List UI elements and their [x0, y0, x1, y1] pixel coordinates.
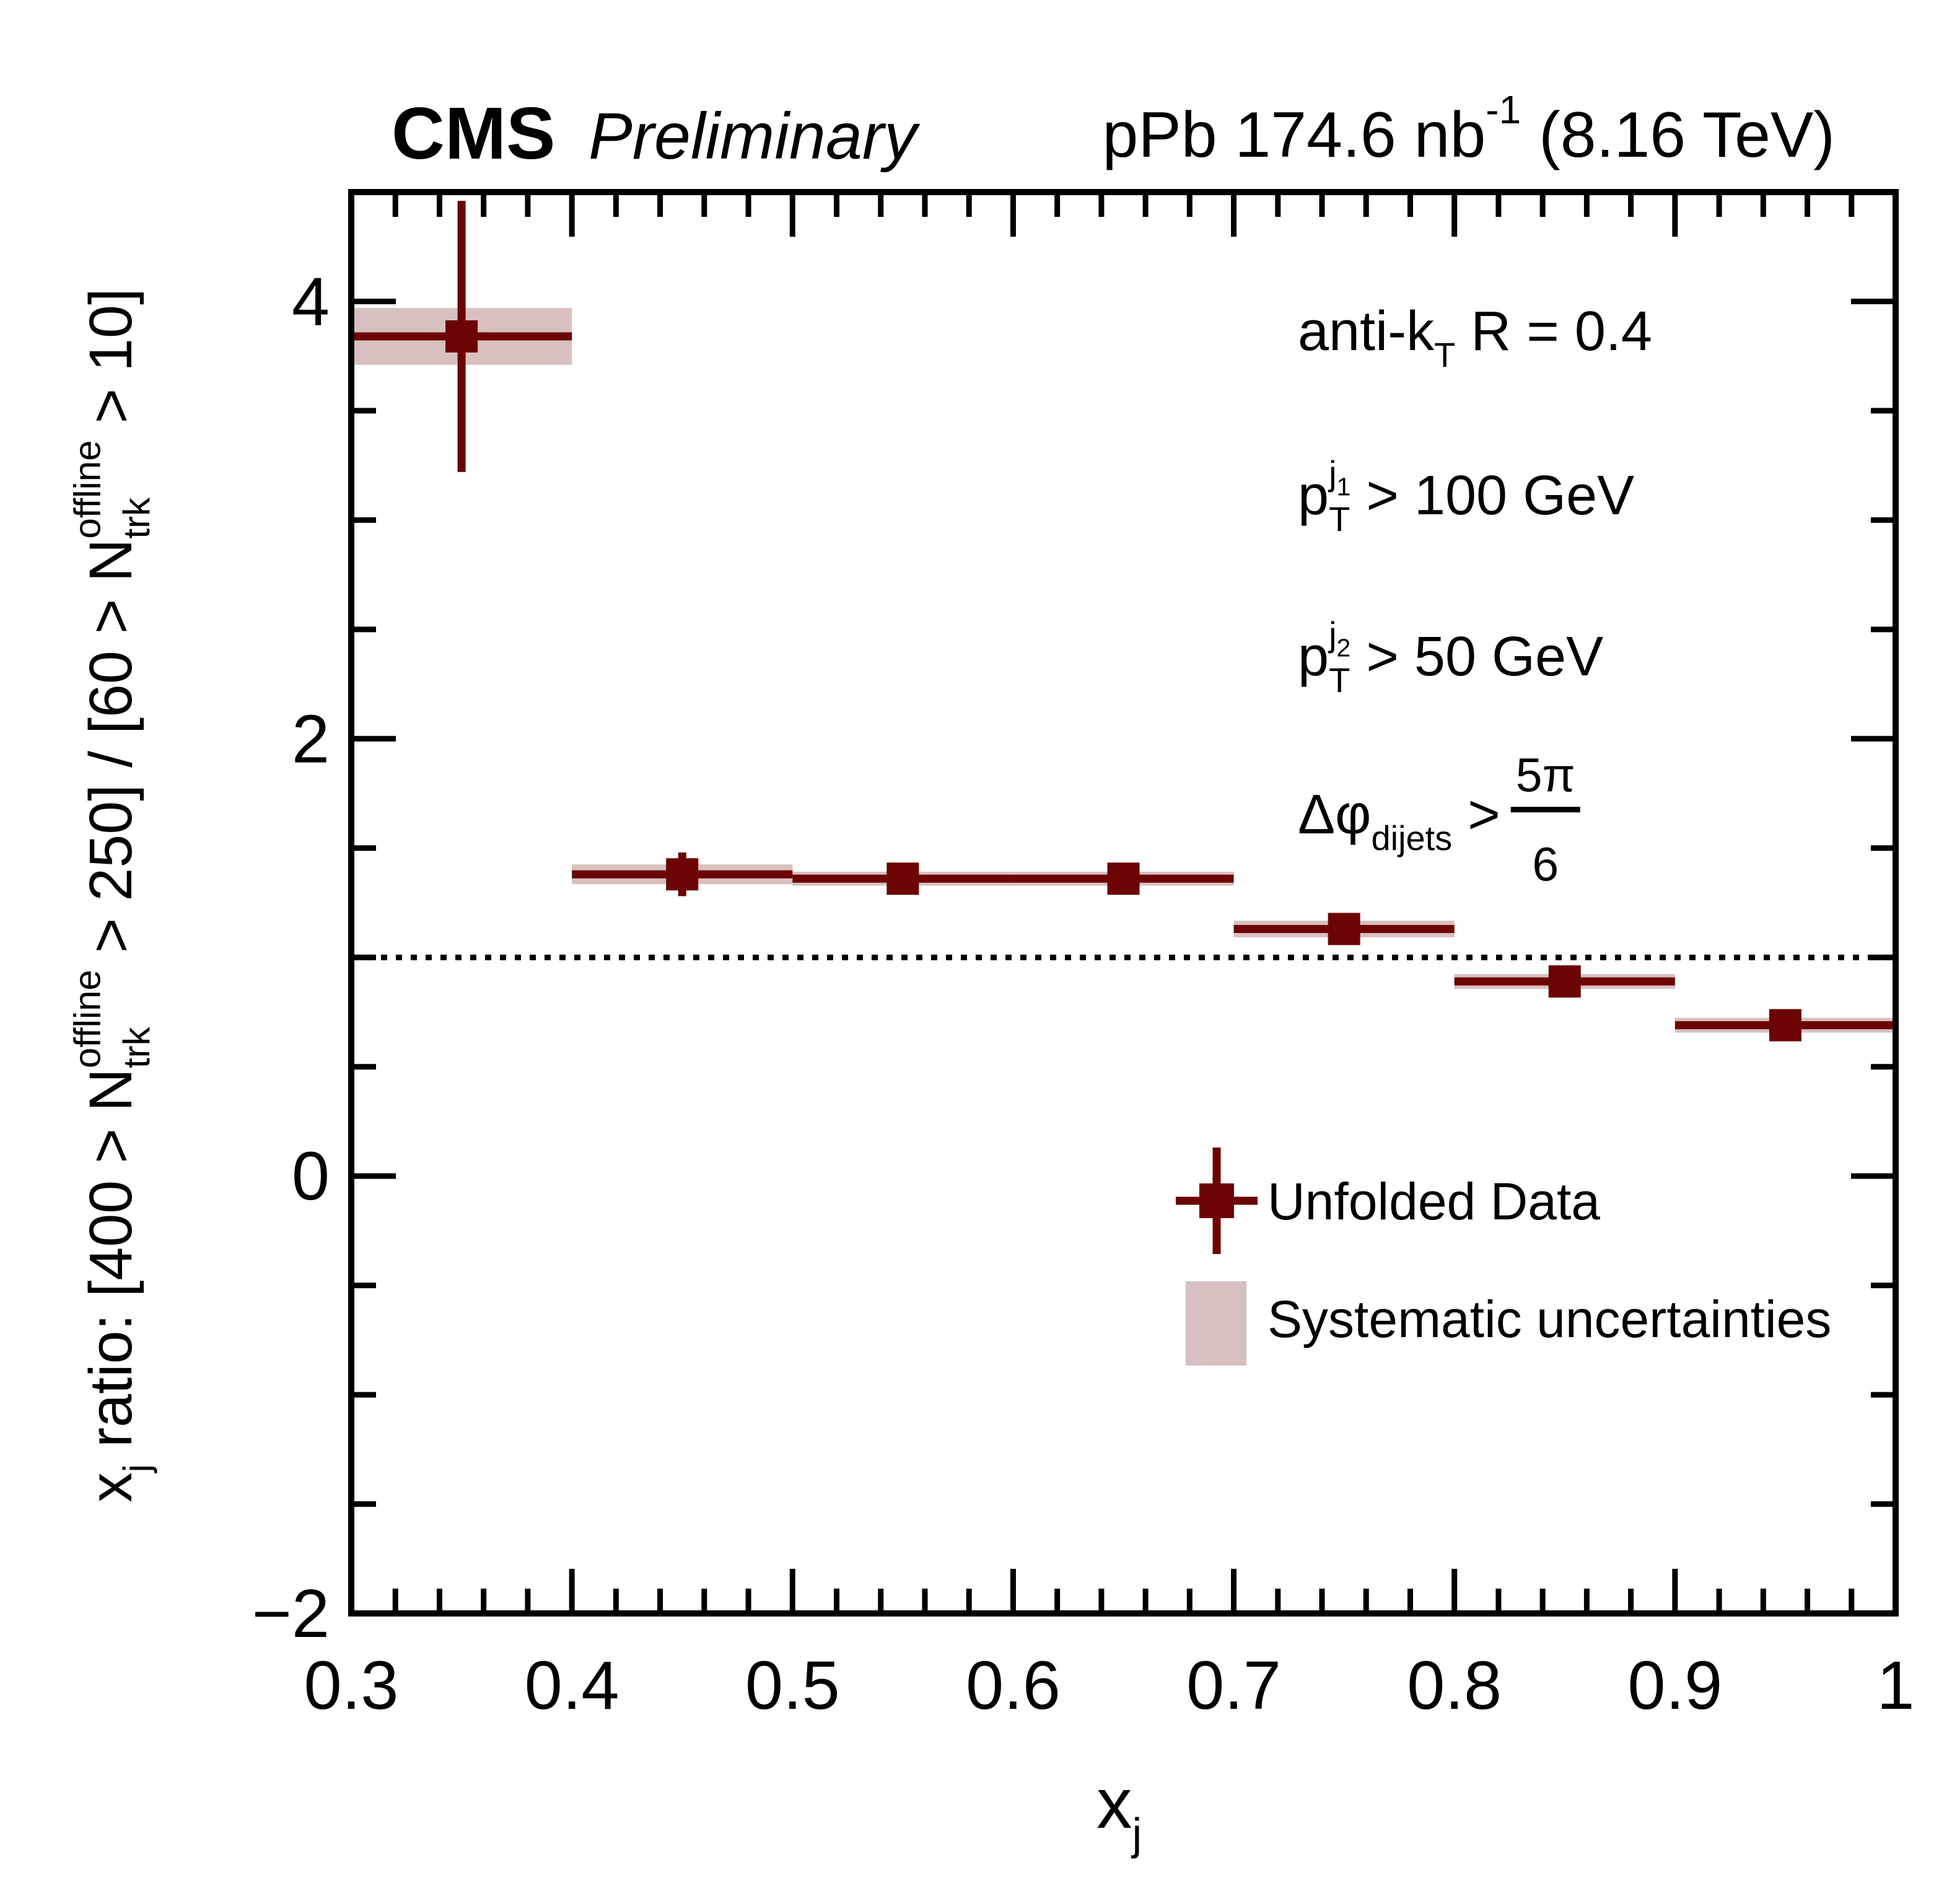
- legend-label-systematic: Systematic uncertainties: [1267, 1290, 1831, 1348]
- data-point-marker: [886, 862, 919, 895]
- fraction-bar: [1510, 807, 1580, 813]
- x-tick-labels: 0.3 0.4 0.5 0.6 0.7 0.8 0.9 1: [304, 1647, 1915, 1724]
- legend: Unfolded Data Systematic uncertainties: [1176, 1147, 1831, 1366]
- selection-annotations: anti-kT R = 0.4 pj1 T > 100 GeV pj2 T > 50 G…: [1298, 301, 1652, 892]
- data-point-markers: [445, 320, 1801, 1042]
- status-label: Preliminary: [589, 100, 921, 173]
- annotation-subleading-jet-pt: pj2 T > 50 GeV: [1298, 615, 1603, 700]
- y-tick-label: 2: [292, 701, 330, 777]
- x-tick-label: 0.3: [304, 1647, 399, 1724]
- annotation-dphi-cut: Δφdijets > 5π 6: [1298, 749, 1575, 892]
- annotation-jet-radius: anti-kT R = 0.4: [1298, 301, 1652, 374]
- data-point-marker: [1328, 913, 1360, 945]
- legend-label-unfolded-data: Unfolded Data: [1267, 1172, 1600, 1231]
- x-tick-label: 0.9: [1627, 1647, 1722, 1724]
- x-tick-label: 0.7: [1186, 1647, 1281, 1724]
- y-tick-label: 4: [292, 263, 330, 340]
- legend-marker-square: [1199, 1183, 1234, 1218]
- x-tick-label: 0.5: [745, 1647, 840, 1724]
- data-point-marker: [445, 320, 478, 353]
- annotation-leading-jet-pt: pj1 T > 100 GeV: [1298, 454, 1634, 538]
- axis-ticks: [348, 192, 1899, 1617]
- x-tick-label: 0.8: [1407, 1647, 1502, 1724]
- data-point-marker: [1548, 965, 1581, 998]
- legend-band-swatch: [1186, 1281, 1246, 1366]
- data-point-marker: [1107, 862, 1140, 895]
- x-tick-label: 0.6: [966, 1647, 1061, 1724]
- bin-width-bars: [351, 332, 1896, 1030]
- x-axis-title: xj: [1096, 1764, 1142, 1859]
- lumi-label: pPb 174.6 nb-1 (8.16 TeV): [1103, 87, 1835, 171]
- y-axis-title: xj ratio: [400 > Noffline trk > 250] / [6…: [67, 288, 158, 1503]
- x-tick-label: 0.4: [525, 1647, 619, 1724]
- experiment-label: CMS: [392, 92, 555, 175]
- data-point-marker: [1769, 1009, 1801, 1042]
- y-tick-labels: −2 0 2 4: [252, 263, 330, 1652]
- plot-frame: [348, 189, 1899, 1617]
- data-point-marker: [666, 858, 699, 891]
- y-tick-label: −2: [252, 1576, 330, 1652]
- x-tick-label: 1: [1876, 1647, 1914, 1724]
- y-tick-label: 0: [292, 1138, 330, 1214]
- systematic-bands: [351, 308, 1896, 1033]
